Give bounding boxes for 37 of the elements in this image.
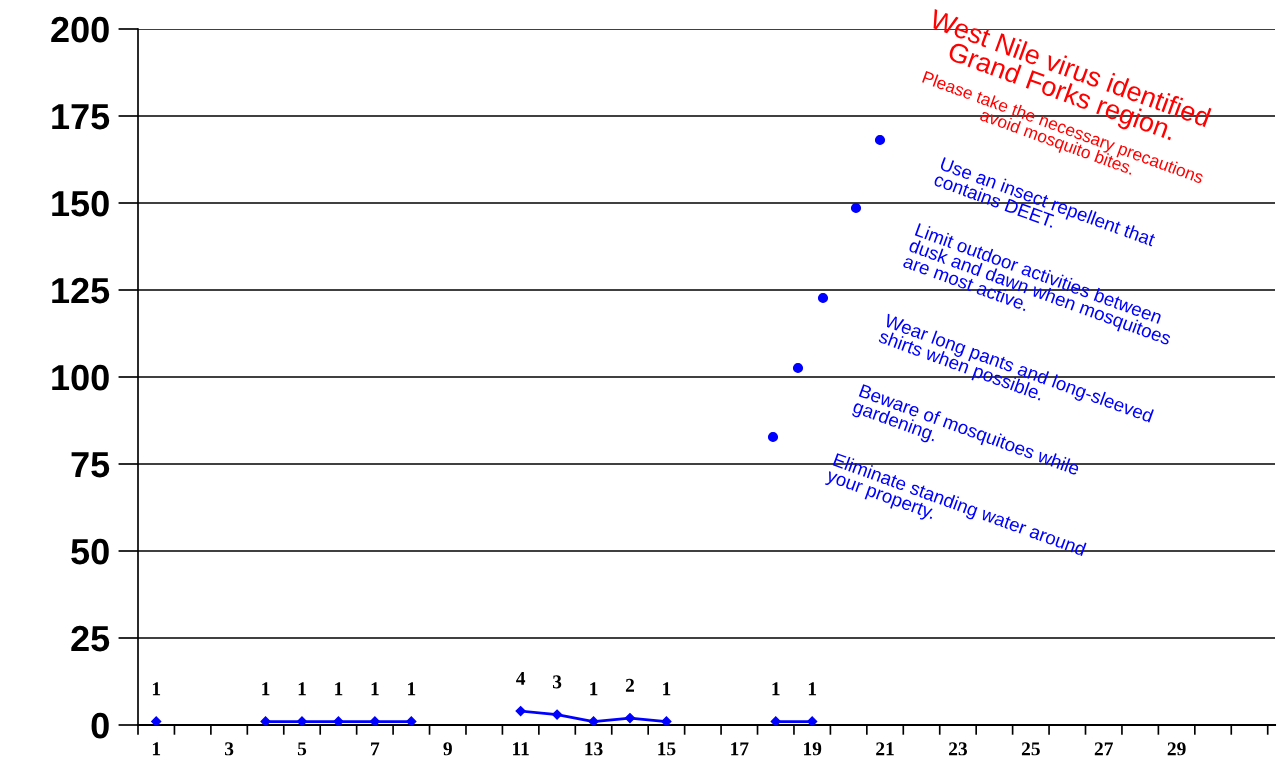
x-tick-label: 25 xyxy=(1021,742,1040,756)
y-tick-label: 25 xyxy=(71,625,110,652)
data-label: 1 xyxy=(590,682,598,696)
x-tick-label: 9 xyxy=(443,742,452,756)
data-label: 1 xyxy=(262,682,270,696)
data-label: 1 xyxy=(772,682,780,696)
x-tick-label: 15 xyxy=(658,742,676,756)
y-tick-label: 200 xyxy=(51,16,109,43)
x-tick-label: 1 xyxy=(152,742,161,756)
y-tick-label: 50 xyxy=(71,538,109,565)
data-label: 3 xyxy=(552,675,562,689)
x-tick-label: 13 xyxy=(585,742,603,756)
data-label: 2 xyxy=(625,678,634,692)
data-label: 1 xyxy=(152,682,161,696)
x-tick-label: 5 xyxy=(297,742,307,756)
y-tick-label: 175 xyxy=(52,104,110,130)
data-label: 1 xyxy=(371,682,379,696)
y-tick-label: 125 xyxy=(52,277,110,304)
y-tick-label: 75 xyxy=(71,452,110,478)
x-tick-label: 23 xyxy=(949,742,968,756)
x-tick-label: 11 xyxy=(513,742,529,756)
x-tick-label: 7 xyxy=(371,742,380,756)
data-label: 1 xyxy=(408,682,416,696)
data-label: 1 xyxy=(808,682,817,696)
x-tick-label: 29 xyxy=(1167,742,1186,756)
x-tick-label: 21 xyxy=(876,742,894,756)
x-tick-label: 3 xyxy=(224,742,234,756)
data-label: 4 xyxy=(516,671,526,685)
x-tick-label: 17 xyxy=(731,742,749,756)
data-label: 1 xyxy=(298,682,306,696)
data-label: 1 xyxy=(663,682,671,696)
x-tick-label: 19 xyxy=(804,742,822,756)
data-label: 1 xyxy=(335,682,343,696)
y-tick-label: 0 xyxy=(91,712,109,739)
y-tick-label: 100 xyxy=(52,364,109,391)
y-tick-label: 150 xyxy=(52,190,109,217)
x-tick-label: 27 xyxy=(1094,742,1113,756)
